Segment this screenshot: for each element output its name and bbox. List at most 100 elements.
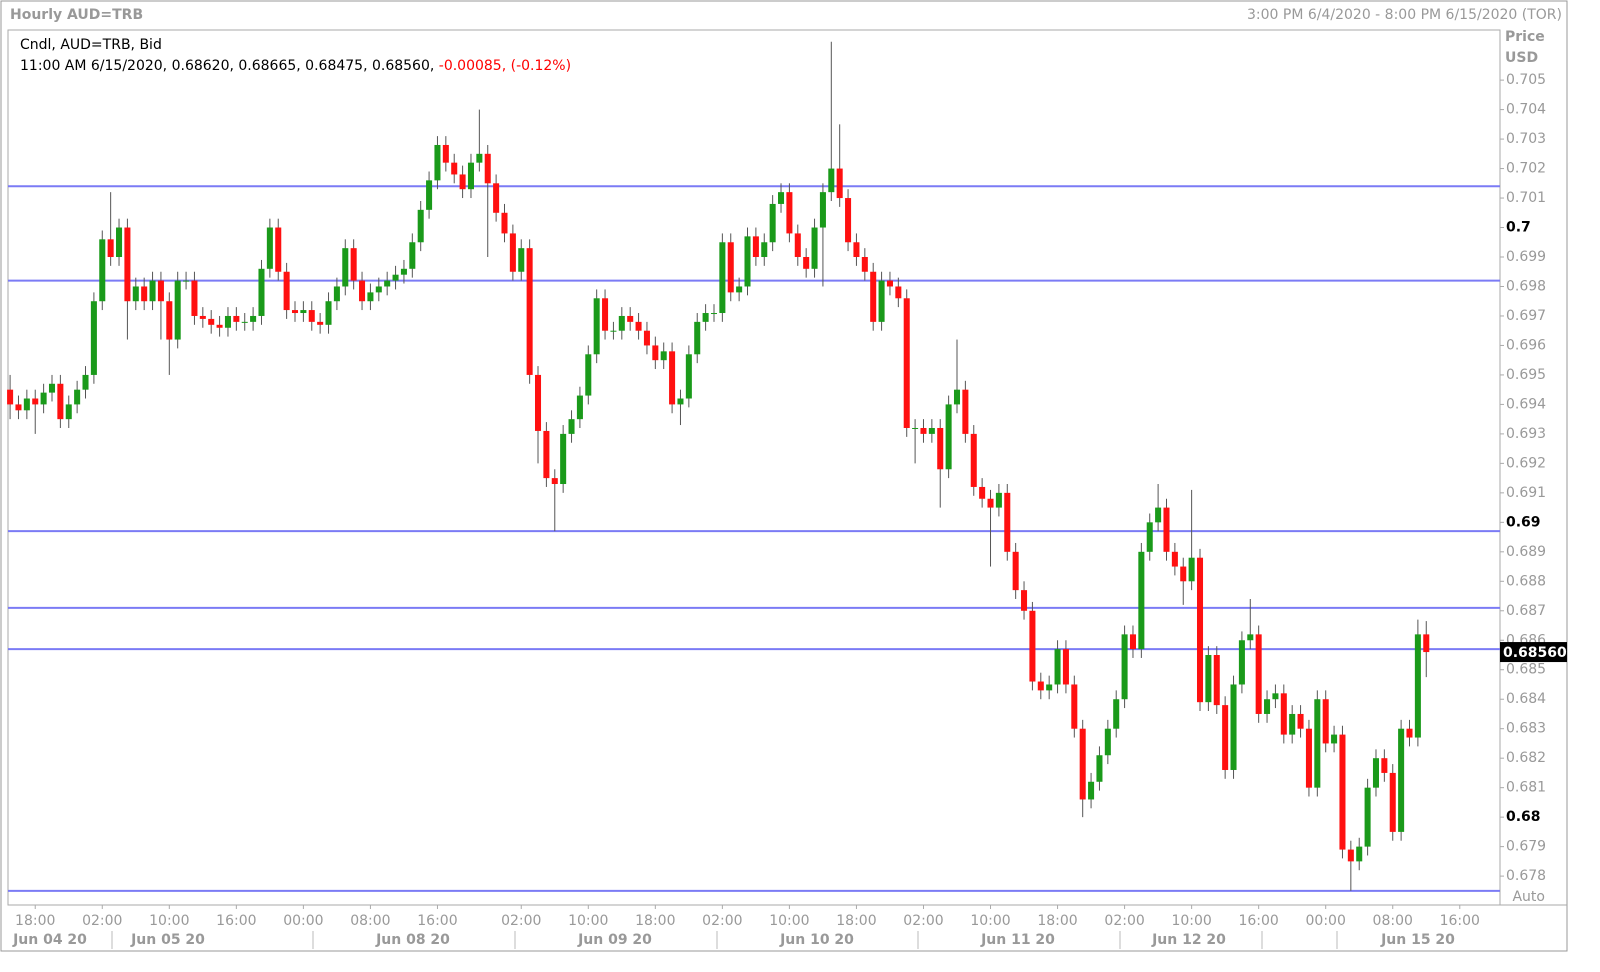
y-tick-label: 0.701 <box>1506 190 1546 206</box>
candle-body <box>1113 699 1120 729</box>
x-tick-label: 08:00 <box>1373 913 1413 929</box>
y-tick-label: 0.683 <box>1506 721 1546 737</box>
y-tick-label: 0.689 <box>1506 544 1546 560</box>
candle-body <box>375 286 382 293</box>
date-range: 3:00 PM 6/4/2020 - 8:00 PM 6/15/2020 (TO… <box>1247 7 1562 23</box>
y-tick-label: 0.687 <box>1506 603 1546 619</box>
candle-body <box>836 168 843 199</box>
x-tick-label: 02:00 <box>1104 913 1144 929</box>
candle-body <box>333 286 340 302</box>
candle-body <box>233 315 240 322</box>
candle-body <box>132 286 139 302</box>
y-tick-label: 0.681 <box>1506 780 1546 796</box>
candle-body <box>761 242 768 258</box>
candle-body <box>1071 684 1078 729</box>
candle-body <box>710 313 718 315</box>
candle-body <box>778 192 785 204</box>
y-tick-label: 0.682 <box>1506 750 1546 766</box>
candle-body <box>1372 758 1379 788</box>
candle-body <box>618 315 625 331</box>
candle-body <box>392 274 399 281</box>
y-tick-label: 0.705 <box>1506 72 1546 88</box>
candle-body <box>400 268 407 275</box>
candle-body <box>434 144 441 181</box>
candle-body <box>1406 728 1413 738</box>
candle-body <box>367 292 374 302</box>
candle-body <box>652 345 659 361</box>
candle-body <box>518 248 525 272</box>
candle-body <box>501 212 508 234</box>
y-tick-label: 0.678 <box>1506 868 1546 884</box>
candle-body <box>694 321 701 355</box>
candle-body <box>845 198 852 243</box>
candle-body <box>1389 772 1396 832</box>
candle-body <box>568 419 575 434</box>
axis-unit: USD <box>1505 50 1538 66</box>
legend-change: -0.00085, (-0.12%) <box>439 58 571 74</box>
candle-body <box>82 374 89 390</box>
x-tick-label: 16:00 <box>1238 913 1278 929</box>
candle-body <box>861 257 868 272</box>
candle-body <box>149 280 156 302</box>
y-tick-label: 0.693 <box>1506 426 1546 442</box>
x-tick-label: 10:00 <box>149 913 189 929</box>
x-tick-label: 18:00 <box>836 913 876 929</box>
candle-body <box>1213 655 1220 706</box>
candle-body <box>685 354 692 399</box>
candle-body <box>1046 684 1053 691</box>
chart-title: Hourly AUD=TRB <box>10 7 143 23</box>
candle-body <box>1180 566 1187 582</box>
candle-body <box>509 233 516 272</box>
date-label: Jun 10 20 <box>779 932 854 948</box>
candle-body <box>602 298 609 331</box>
candle-body <box>476 153 483 163</box>
candle-body <box>1255 634 1262 714</box>
candle-body <box>928 427 935 434</box>
candle-body <box>325 301 332 325</box>
candle-body <box>719 242 726 314</box>
legend-line: Cndl, AUD=TRB, Bid <box>20 37 162 53</box>
x-tick-label: 18:00 <box>15 913 55 929</box>
candle-body <box>208 318 215 325</box>
candle-body <box>1196 557 1204 703</box>
candle-body <box>669 351 676 405</box>
x-tick-label: 02:00 <box>903 913 943 929</box>
candle-body <box>342 248 349 287</box>
candle-body <box>1381 758 1388 773</box>
candle-body <box>585 354 592 396</box>
candle-body <box>124 227 131 302</box>
candle-body <box>1339 734 1346 850</box>
candle-body <box>216 324 223 328</box>
candle-body <box>224 315 231 328</box>
candle-body <box>1222 705 1229 770</box>
date-label: Jun 09 20 <box>577 932 652 948</box>
candle-body <box>819 192 826 228</box>
candle-body <box>1322 699 1329 744</box>
candle-body <box>1331 734 1338 744</box>
candle-body <box>1280 693 1287 735</box>
candle-body <box>15 404 22 411</box>
candle-body <box>442 144 449 163</box>
x-tick-label: 16:00 <box>417 913 457 929</box>
last-price-label: 0.68560 <box>1503 645 1567 661</box>
y-tick-label: 0.703 <box>1506 131 1546 147</box>
y-tick-label: 0.696 <box>1506 337 1546 353</box>
candle-body <box>484 153 491 184</box>
x-tick-label: 00:00 <box>1306 913 1346 929</box>
candle-body <box>350 248 357 281</box>
candle-body <box>727 242 734 293</box>
candle-body <box>551 478 558 485</box>
candle-body <box>677 398 684 405</box>
candle-body <box>183 280 190 282</box>
candle-body <box>1121 634 1128 700</box>
candle-body <box>7 389 14 405</box>
y-tick-label: 0.702 <box>1506 161 1546 177</box>
candle-body <box>1079 728 1086 800</box>
candle-body <box>1004 492 1011 552</box>
candle-body <box>828 168 835 193</box>
x-tick-label: 10:00 <box>568 913 608 929</box>
candle-body <box>1305 728 1312 788</box>
candle-body <box>803 257 810 269</box>
candle-body <box>945 404 952 470</box>
candle-body <box>1272 693 1279 700</box>
